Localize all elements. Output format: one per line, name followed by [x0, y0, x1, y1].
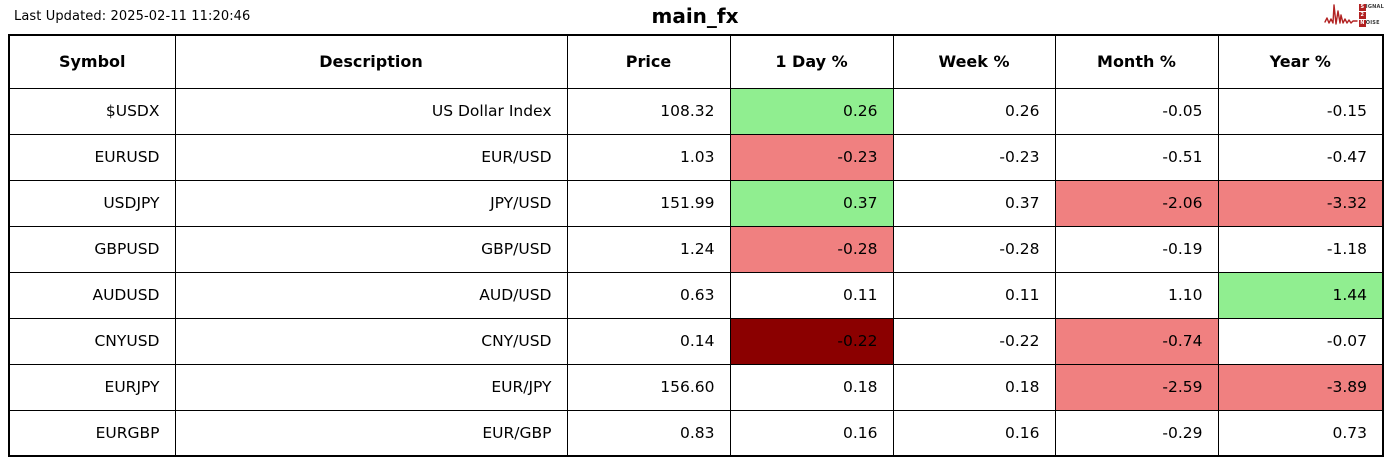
day-change-cell: 0.16: [729, 409, 894, 457]
day-change-cell: -0.23: [729, 133, 894, 181]
year-change-cell: -1.18: [1217, 225, 1384, 273]
column-header-price: Price: [566, 34, 731, 89]
week-change-cell: 0.26: [892, 87, 1056, 135]
table-row: EURGBP EUR/GBP 0.83 0.16 0.16 -0.29 0.73: [8, 409, 1384, 457]
day-change-cell: 0.18: [729, 363, 894, 411]
table-body: $USDX US Dollar Index 108.32 0.26 0.26 -0.05-…: [8, 87, 1384, 457]
page-title: main_fx: [651, 4, 739, 28]
year-change-cell: -0.47: [1217, 133, 1384, 181]
month-change-cell: -0.29: [1054, 409, 1219, 457]
column-header-1-day: 1 Day %: [729, 34, 894, 89]
month-change-cell: -0.51: [1054, 133, 1219, 181]
description-cell: EUR/JPY: [174, 363, 568, 411]
day-change-cell: 0.37: [729, 179, 894, 227]
description-cell: AUD/USD: [174, 271, 568, 319]
year-change-cell: -3.32: [1217, 179, 1384, 227]
logo-rest-signal: IGNAL: [1365, 4, 1384, 10]
month-change-cell: -0.05: [1054, 87, 1219, 135]
symbol-cell: CNYUSD: [8, 317, 176, 365]
symbol-cell: EURJPY: [8, 363, 176, 411]
week-change-cell: 0.37: [892, 179, 1056, 227]
week-change-cell: -0.22: [892, 317, 1056, 365]
year-change-cell: -0.07: [1217, 317, 1384, 365]
logo-badge-s: S: [1358, 3, 1366, 11]
table-row: EURJPY EUR/JPY 156.60 0.18 0.18 -2.59 -3.89: [8, 363, 1384, 411]
logo-rest-noise: OISE: [1365, 20, 1380, 26]
symbol-cell: AUDUSD: [8, 271, 176, 319]
day-change-cell: 0.26: [729, 87, 894, 135]
logo-line-noise: N OISE: [1358, 19, 1384, 27]
price-cell: 1.03: [566, 133, 731, 181]
signal2noise-logo: S IGNAL 2 N OISE: [1324, 2, 1384, 28]
logo-badge-2: 2: [1358, 11, 1366, 19]
week-change-cell: -0.28: [892, 225, 1056, 273]
year-change-cell: -0.15: [1217, 87, 1384, 135]
year-change-cell: 1.44: [1217, 271, 1384, 319]
table-row: AUDUSD AUD/USD 0.63 0.11 0.11 1.10 1.44: [8, 271, 1384, 319]
year-change-cell: 0.73: [1217, 409, 1384, 457]
description-cell: US Dollar Index: [174, 87, 568, 135]
column-header-year: Year %: [1217, 34, 1384, 89]
table-row: GBPUSD GBP/USD 1.24 -0.28 -0.28 -0.19 -1.18: [8, 225, 1384, 273]
column-header-symbol: Symbol: [8, 34, 176, 89]
description-cell: GBP/USD: [174, 225, 568, 273]
price-cell: 0.83: [566, 409, 731, 457]
week-change-cell: -0.23: [892, 133, 1056, 181]
price-cell: 0.14: [566, 317, 731, 365]
logo-text: S IGNAL 2 N OISE: [1358, 3, 1384, 27]
symbol-cell: EURUSD: [8, 133, 176, 181]
column-header-week: Week %: [892, 34, 1056, 89]
month-change-cell: -0.74: [1054, 317, 1219, 365]
price-cell: 1.24: [566, 225, 731, 273]
logo-line-2: 2: [1358, 11, 1384, 19]
day-change-cell: 0.11: [729, 271, 894, 319]
price-cell: 0.63: [566, 271, 731, 319]
symbol-cell: $USDX: [8, 87, 176, 135]
week-change-cell: 0.18: [892, 363, 1056, 411]
topbar: Last Updated: 2025-02-11 11:20:46 main_f…: [0, 0, 1390, 34]
day-change-cell: -0.28: [729, 225, 894, 273]
column-header-month: Month %: [1054, 34, 1219, 89]
week-change-cell: 0.16: [892, 409, 1056, 457]
last-updated-text: Last Updated: 2025-02-11 11:20:46: [14, 9, 251, 24]
table-row: CNYUSD CNY/USD 0.14 -0.22 -0.22 -0.74 -0.07: [8, 317, 1384, 365]
symbol-cell: USDJPY: [8, 179, 176, 227]
table-header-row: Symbol Description Price 1 Day % Week % Month…: [8, 34, 1384, 89]
fx-table: Symbol Description Price 1 Day % Week % Month…: [8, 34, 1384, 457]
description-cell: JPY/USD: [174, 179, 568, 227]
description-cell: EUR/USD: [174, 133, 568, 181]
table-row: $USDX US Dollar Index 108.32 0.26 0.26 -0.05-…: [8, 87, 1384, 135]
waveform-icon: [1324, 2, 1358, 28]
day-change-cell: -0.22: [729, 317, 894, 365]
month-change-cell: -0.19: [1054, 225, 1219, 273]
column-header-description: Description: [174, 34, 568, 89]
symbol-cell: GBPUSD: [8, 225, 176, 273]
logo-badge-n: N: [1358, 19, 1366, 27]
week-change-cell: 0.11: [892, 271, 1056, 319]
year-change-cell: -3.89: [1217, 363, 1384, 411]
price-cell: 151.99: [566, 179, 731, 227]
month-change-cell: 1.10: [1054, 271, 1219, 319]
logo-line-signal: S IGNAL: [1358, 3, 1384, 11]
symbol-cell: EURGBP: [8, 409, 176, 457]
description-cell: CNY/USD: [174, 317, 568, 365]
price-cell: 108.32: [566, 87, 731, 135]
table-row: EURUSD EUR/USD 1.03 -0.23 -0.23 -0.51 -0.47: [8, 133, 1384, 181]
price-cell: 156.60: [566, 363, 731, 411]
month-change-cell: -2.59: [1054, 363, 1219, 411]
description-cell: EUR/GBP: [174, 409, 568, 457]
month-change-cell: -2.06: [1054, 179, 1219, 227]
table-row: USDJPY JPY/USD 151.99 0.37 0.37 -2.06 -3.32: [8, 179, 1384, 227]
